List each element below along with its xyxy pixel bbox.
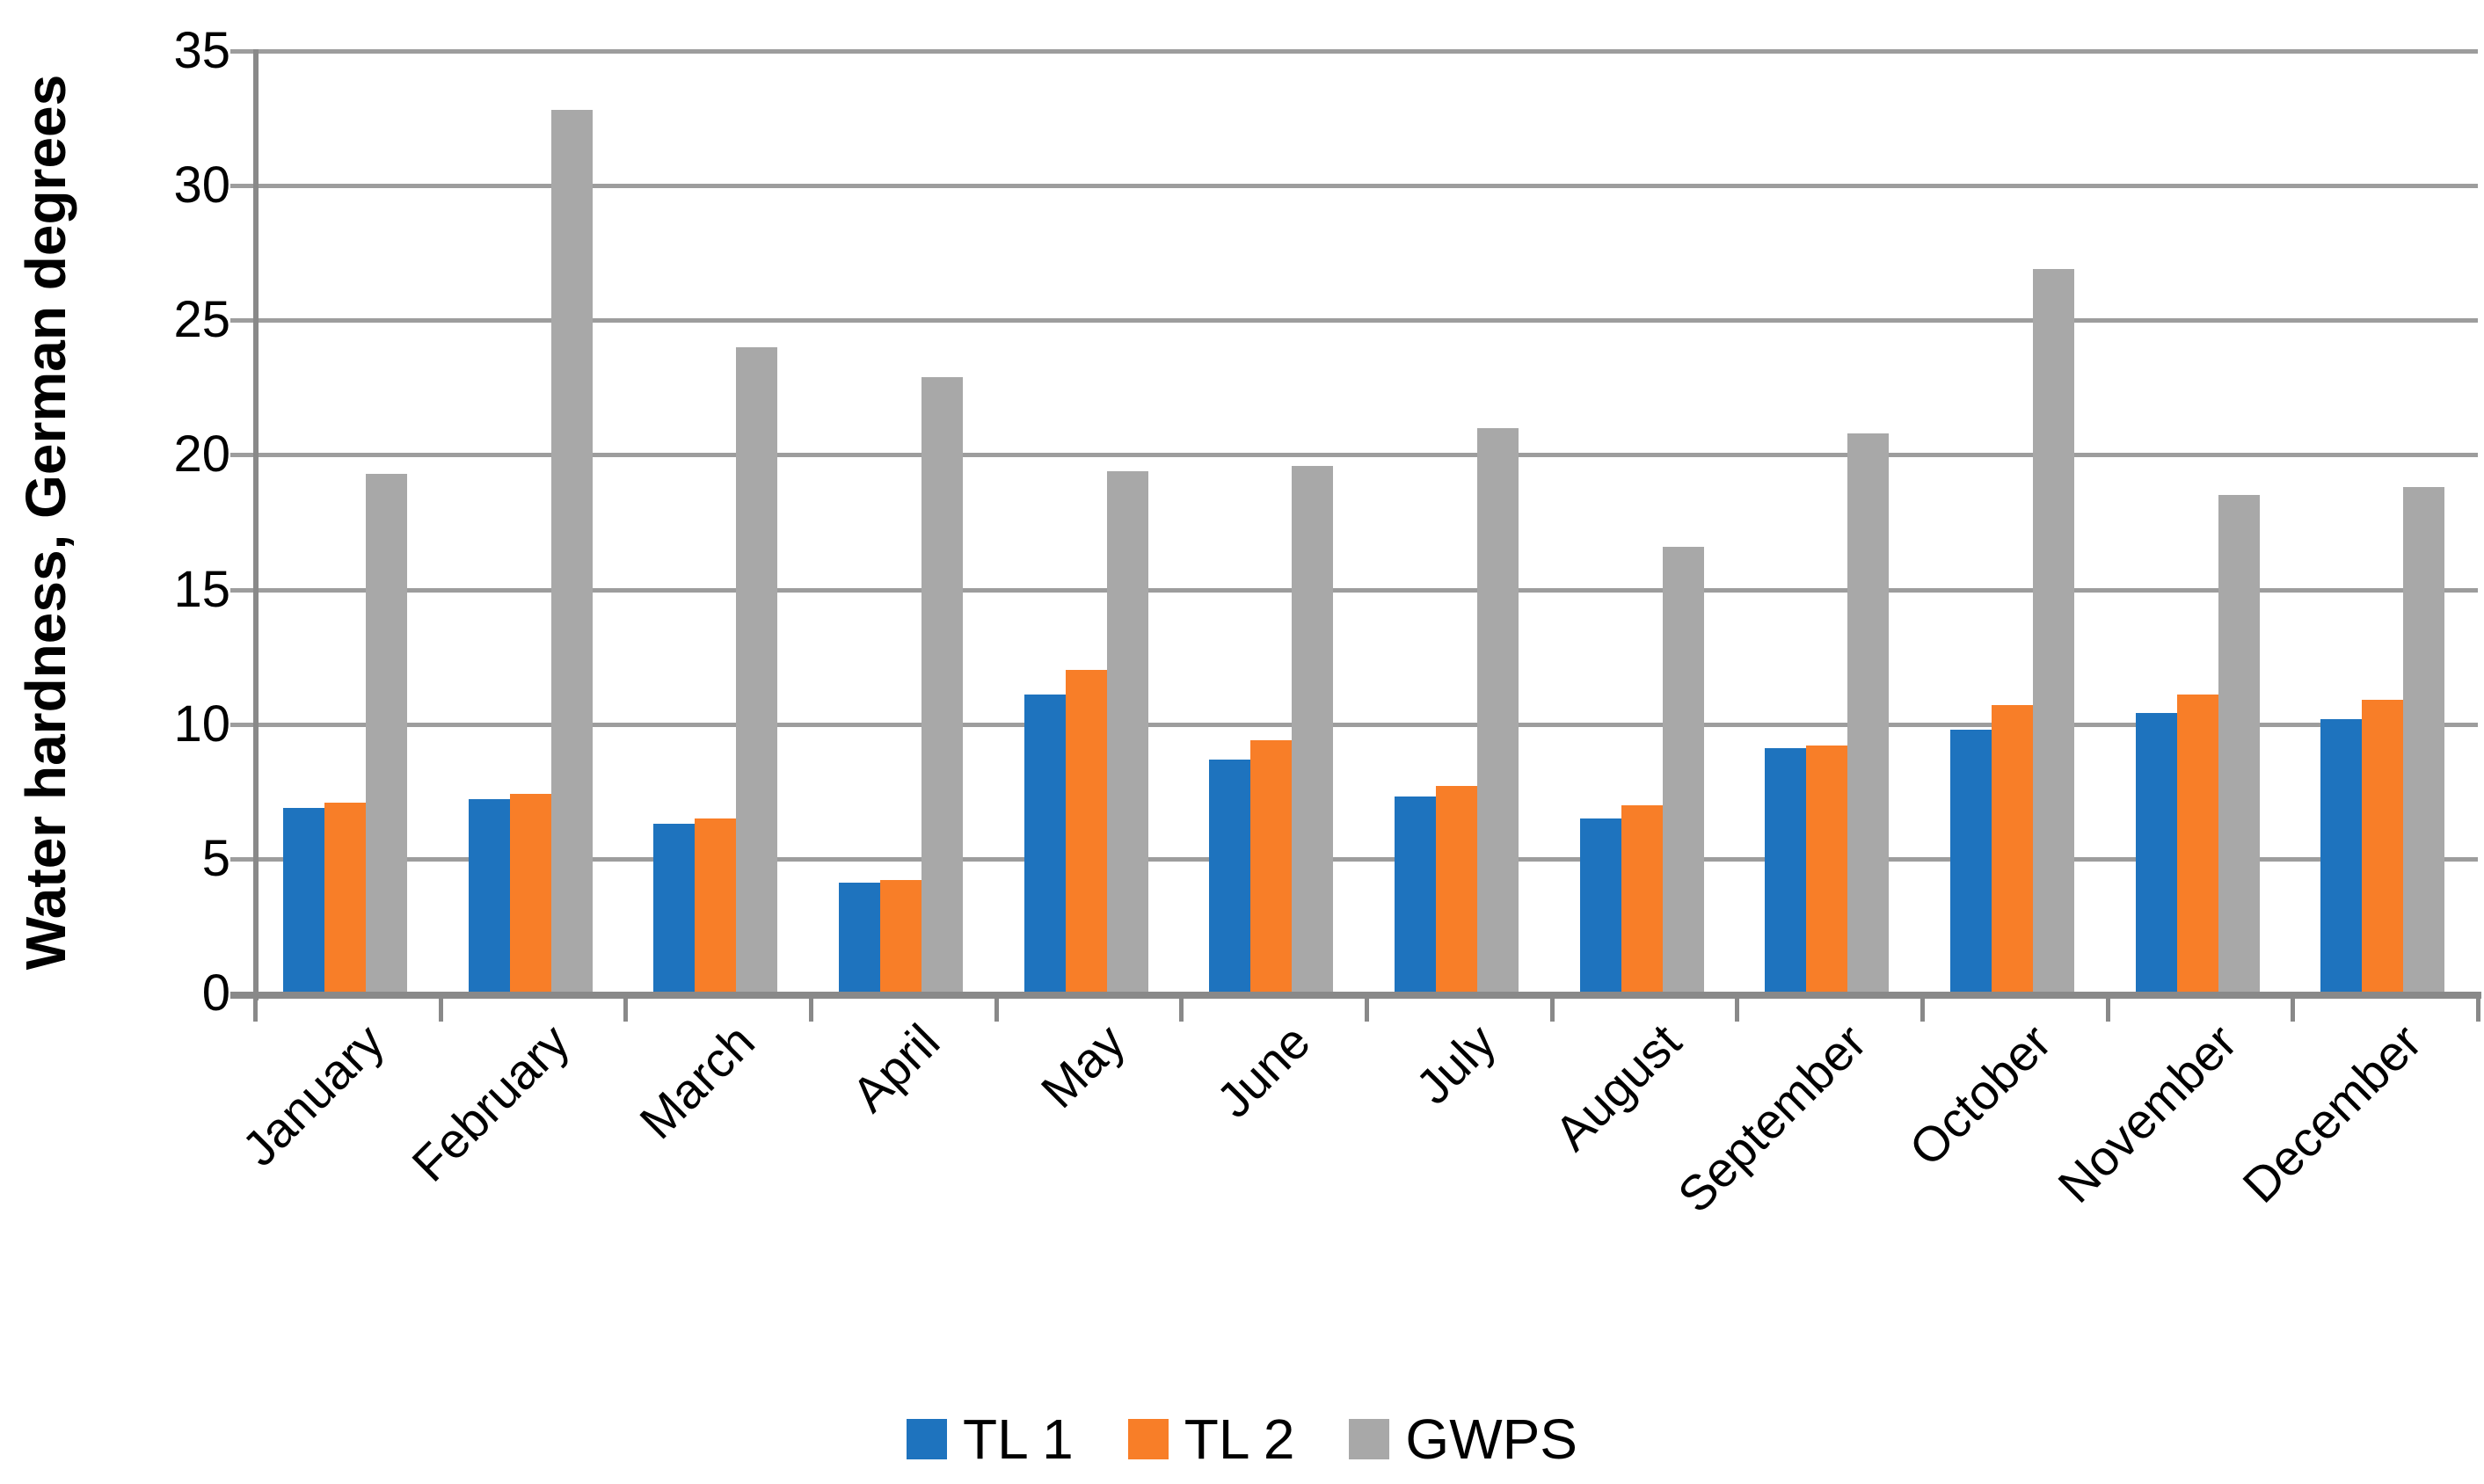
y-tick-mark — [230, 856, 255, 862]
bar-gwps-march — [736, 346, 778, 993]
y-tick-mark — [230, 49, 255, 54]
y-tick-label: 20 — [173, 426, 230, 484]
y-tick-mark — [230, 587, 255, 593]
bar-tl1-february — [468, 799, 510, 993]
gridline-y15 — [255, 587, 2478, 593]
bar-tl1-december — [2320, 718, 2363, 993]
bar-gwps-february — [550, 110, 593, 993]
x-tick-label-june: June — [1206, 1013, 1321, 1129]
bar-tl2-march — [695, 818, 737, 993]
gridline-y10 — [255, 722, 2478, 727]
legend-label: GWPS — [1405, 1408, 1577, 1471]
gridline-y5 — [255, 856, 2478, 862]
x-tick-label-february: February — [401, 1013, 580, 1192]
legend: TL 1 TL 2 GWPS — [0, 1407, 2484, 1472]
x-tick-label-september: September — [1666, 1013, 1876, 1223]
bar-gwps-january — [366, 473, 407, 993]
y-tick-mark — [230, 453, 255, 458]
x-tick-mark — [438, 993, 443, 1022]
legend-item-tl1: TL 1 — [907, 1407, 1074, 1472]
y-axis-line — [253, 49, 259, 1000]
bar-gwps-july — [1477, 427, 1519, 993]
y-tick-mark — [230, 318, 255, 324]
y-tick-label: 0 — [201, 964, 230, 1022]
x-tick-mark — [809, 993, 813, 1022]
x-tick-mark — [1179, 993, 1184, 1022]
legend-swatch-icon — [1349, 1419, 1390, 1459]
bar-tl1-may — [1023, 695, 1066, 993]
bar-tl2-november — [2176, 695, 2218, 993]
bar-tl2-june — [1250, 740, 1293, 993]
gridline-y30 — [255, 184, 2478, 189]
bar-tl2-october — [1992, 705, 2033, 993]
bar-tl1-january — [283, 807, 324, 993]
bar-tl1-september — [1765, 748, 1807, 993]
legend-item-tl2: TL 2 — [1127, 1407, 1295, 1472]
x-tick-mark — [2291, 993, 2296, 1022]
legend-swatch-icon — [907, 1419, 948, 1459]
bar-gwps-december — [2403, 487, 2445, 993]
bar-tl1-august — [1579, 818, 1621, 993]
bar-tl2-april — [880, 880, 921, 993]
x-tick-mark — [1365, 993, 1369, 1022]
x-tick-label-december: December — [2232, 1013, 2432, 1213]
bar-gwps-november — [2218, 495, 2260, 993]
bar-tl1-june — [1209, 759, 1251, 993]
bar-tl2-august — [1621, 804, 1663, 993]
x-tick-label-may: May — [1030, 1013, 1136, 1119]
bar-tl1-march — [653, 824, 696, 993]
legend-label: TL 1 — [963, 1408, 1074, 1471]
bar-gwps-april — [921, 376, 963, 993]
legend-label: TL 2 — [1184, 1408, 1295, 1471]
y-tick-label: 10 — [173, 695, 230, 753]
bar-gwps-june — [1292, 465, 1334, 993]
y-tick-mark — [230, 722, 255, 727]
gridline-y25 — [255, 318, 2478, 324]
x-tick-mark — [994, 993, 999, 1022]
bar-tl2-february — [509, 794, 551, 993]
bar-tl2-january — [324, 802, 366, 993]
x-tick-mark — [253, 993, 258, 1022]
x-axis-line — [230, 992, 2481, 999]
x-tick-label-october: October — [1898, 1013, 2062, 1177]
legend-item-gwps: GWPS — [1349, 1407, 1577, 1472]
x-tick-mark — [1920, 993, 1925, 1022]
x-tick-label-august: August — [1543, 1013, 1692, 1161]
x-tick-mark — [2105, 993, 2110, 1022]
bar-tl1-october — [1950, 729, 1992, 993]
y-tick-label: 5 — [201, 829, 230, 887]
bar-gwps-august — [1662, 546, 1704, 993]
gridline-y20 — [255, 453, 2478, 458]
bar-tl1-november — [2135, 713, 2177, 993]
x-tick-label-july: July — [1404, 1013, 1506, 1115]
x-tick-label-march: March — [629, 1013, 765, 1150]
y-tick-mark — [230, 184, 255, 189]
gridline-y35 — [255, 49, 2478, 54]
bar-gwps-october — [2033, 269, 2074, 993]
bar-gwps-may — [1106, 470, 1148, 993]
x-tick-mark — [2476, 993, 2480, 1022]
x-tick-mark — [1735, 993, 1740, 1022]
bar-tl1-july — [1395, 797, 1436, 993]
bar-tl2-december — [2362, 700, 2404, 993]
y-tick-label: 30 — [173, 156, 230, 215]
y-tick-label: 15 — [173, 560, 230, 618]
x-tick-mark — [623, 993, 629, 1022]
y-tick-label: 25 — [173, 291, 230, 349]
legend-swatch-icon — [1127, 1419, 1169, 1459]
bar-tl2-may — [1065, 670, 1107, 993]
x-tick-label-april: April — [841, 1013, 951, 1123]
x-tick-label-november: November — [2047, 1013, 2247, 1213]
y-tick-label: 35 — [173, 22, 230, 79]
x-tick-label-january: January — [231, 1013, 395, 1177]
bar-tl2-july — [1436, 786, 1477, 993]
bar-tl2-september — [1806, 746, 1848, 993]
bar-tl1-april — [839, 883, 880, 993]
x-tick-mark — [1549, 993, 1555, 1022]
bar-gwps-september — [1847, 433, 1890, 993]
